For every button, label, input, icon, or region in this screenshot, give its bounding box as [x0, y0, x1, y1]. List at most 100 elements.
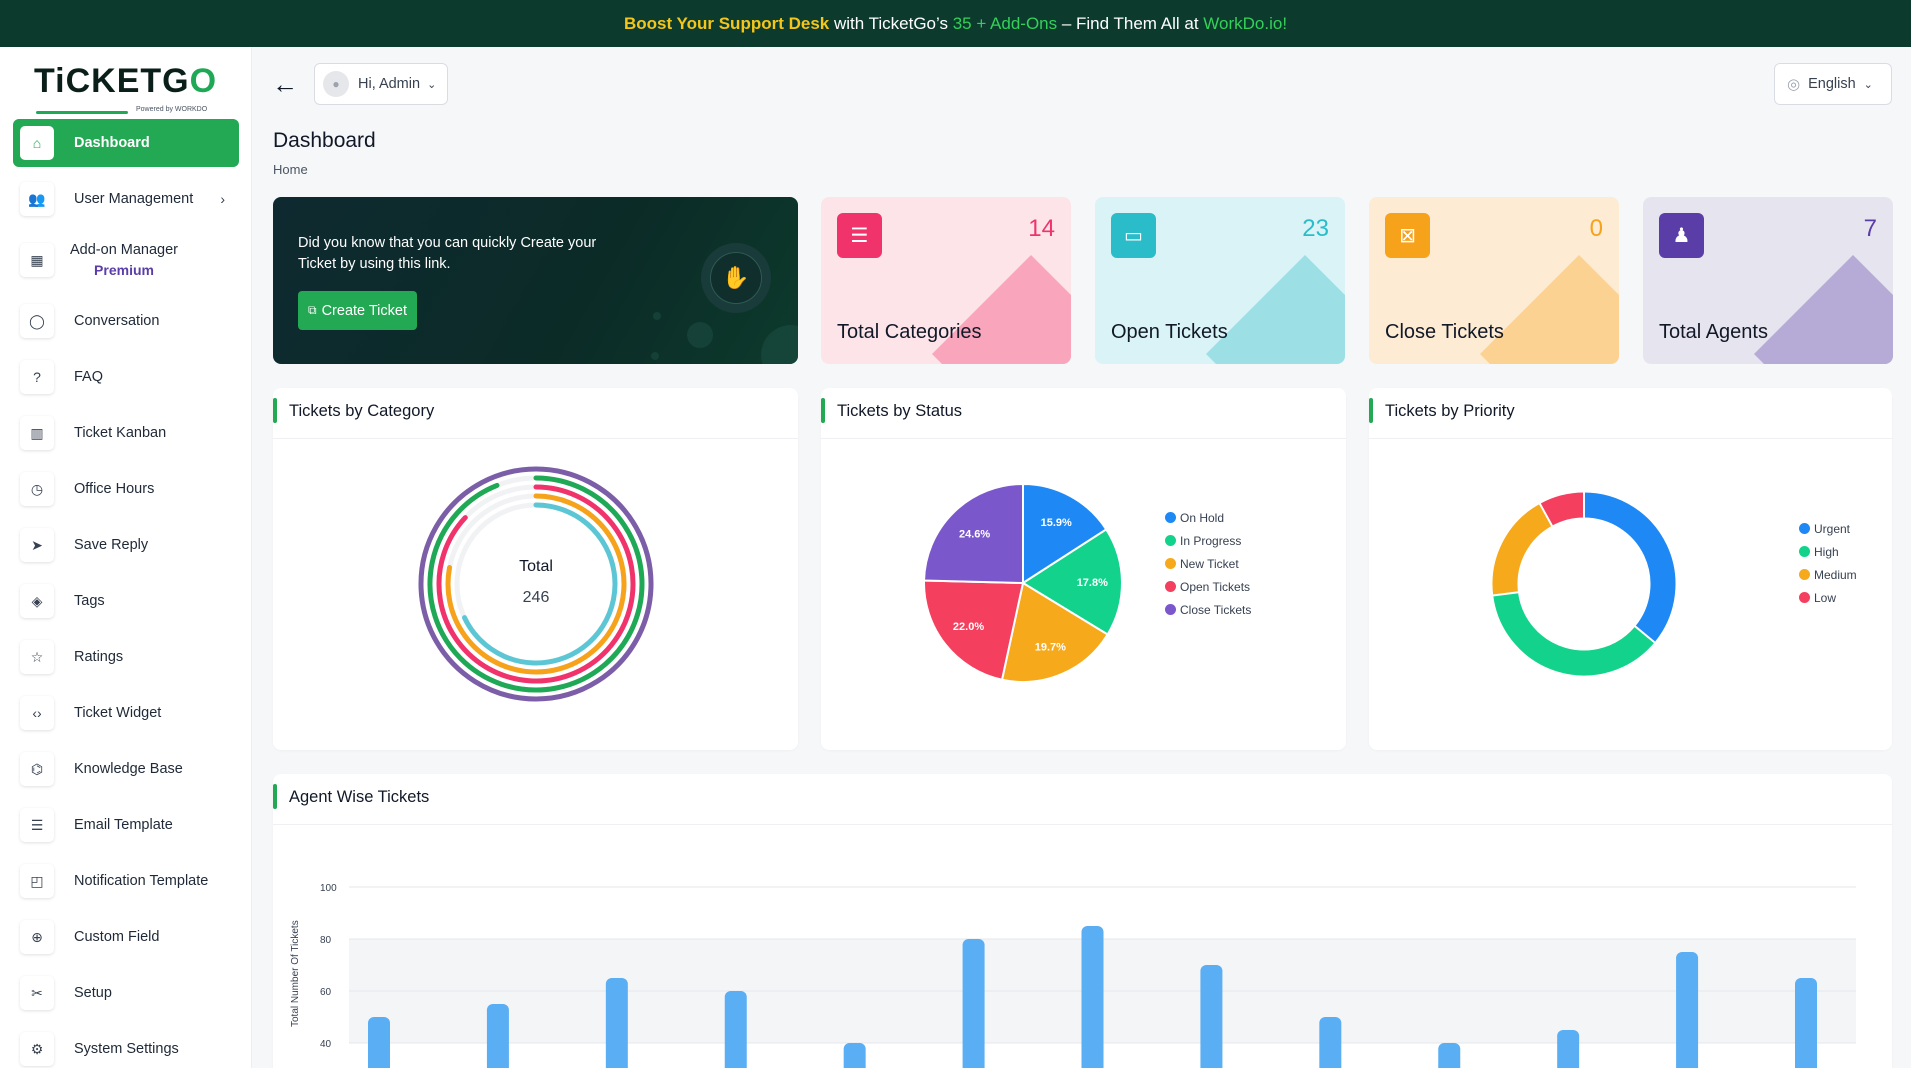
sidebar-item-ticket-widget[interactable]: ‹› Ticket Widget	[13, 689, 239, 737]
back-arrow-icon[interactable]: ←	[272, 69, 298, 99]
sidebar-item-tags[interactable]: ◈ Tags	[13, 577, 239, 625]
legend-swatch	[1799, 546, 1810, 557]
bar-ylabel: Total Number Of Tickets	[290, 920, 301, 1027]
sidebar-item-conversation[interactable]: ◯ Conversation	[13, 297, 239, 345]
create-ticket-button[interactable]: ⧉ Create Ticket	[298, 291, 417, 330]
legend-item[interactable]: Open Tickets	[1165, 575, 1251, 598]
stat-total-categories[interactable]: ☰ 14 Total Categories	[821, 197, 1071, 364]
promo-badge: ✋	[701, 243, 771, 313]
bar[interactable]	[486, 1004, 509, 1068]
user-menu-button[interactable]: ● Hi, Admin ⌄	[314, 63, 448, 105]
sidebar-item-custom-field[interactable]: ⊕ Custom Field	[13, 913, 239, 961]
legend-item[interactable]: Low	[1799, 586, 1857, 609]
legend-item[interactable]: In Progress	[1165, 529, 1251, 552]
bar[interactable]	[1081, 926, 1104, 1068]
send-icon: ➤	[20, 528, 54, 562]
bar[interactable]	[1200, 965, 1223, 1068]
status-legend: On Hold In Progress New Ticket Open Tick…	[1165, 506, 1251, 621]
bar[interactable]	[1319, 1017, 1342, 1068]
bar[interactable]	[843, 1043, 866, 1068]
donut-slice[interactable]	[1493, 591, 1655, 676]
legend-item[interactable]: New Ticket	[1165, 552, 1251, 575]
priority-donut-chart	[1491, 491, 1676, 676]
legend-swatch	[1799, 523, 1810, 534]
sidebar-item-label: FAQ	[74, 369, 104, 385]
radial-bar[interactable]	[436, 484, 636, 684]
card-header: Agent Wise Tickets	[273, 774, 1892, 825]
sidebar-item-save-reply[interactable]: ➤ Save Reply	[13, 521, 239, 569]
legend-item[interactable]: Urgent	[1799, 517, 1857, 540]
list-icon: ☰	[837, 213, 882, 258]
bar[interactable]	[1676, 952, 1699, 1068]
radial-bar[interactable]	[462, 502, 618, 666]
bar[interactable]	[1438, 1043, 1461, 1068]
radial-bar[interactable]	[418, 466, 654, 702]
bar[interactable]	[1557, 1030, 1580, 1068]
banner-link[interactable]: WorkDo.io!	[1203, 13, 1288, 33]
setup-icon: ✂	[20, 976, 54, 1010]
sidebar-item-label: Add-on Manager Premium	[70, 242, 179, 278]
sidebar-item-label: Ticket Kanban	[74, 425, 167, 441]
sidebar-item-faq[interactable]: ? FAQ	[13, 353, 239, 401]
sidebar-item-addon-manager[interactable]: ▦ Add-on Manager Premium	[13, 231, 239, 289]
stat-open-tickets[interactable]: ▭ 23 Open Tickets	[1095, 197, 1345, 364]
sidebar-item-label: Notification Template	[74, 873, 209, 889]
users-icon: 👥	[20, 182, 54, 216]
sidebar-item-email-template[interactable]: ☰ Email Template	[13, 801, 239, 849]
sidebar-item-setup[interactable]: ✂ Setup	[13, 969, 239, 1017]
stat-value: 7	[1863, 215, 1877, 242]
sidebar-item-dashboard[interactable]: ⌂ Dashboard	[13, 119, 239, 167]
sidebar-item-user-management[interactable]: 👥 User Management ›	[13, 175, 239, 223]
sidebar-item-knowledge-base[interactable]: ⌬ Knowledge Base	[13, 745, 239, 793]
legend-item[interactable]: Medium	[1799, 563, 1857, 586]
tag-icon: ◈	[20, 584, 54, 618]
language-label: English	[1808, 76, 1856, 92]
legend-item[interactable]: High	[1799, 540, 1857, 563]
status-pie-chart: 15.9% 17.8% 19.7% 22.0% 24.6%	[923, 482, 1123, 683]
globe-icon: ◎	[1787, 76, 1801, 93]
pie-slice[interactable]	[1000, 581, 1109, 683]
pie-slice[interactable]	[1021, 528, 1123, 636]
donut-slice[interactable]	[1539, 492, 1585, 526]
pie-slice[interactable]	[1022, 482, 1108, 585]
banner-text-2: – Find Them All at	[1057, 13, 1204, 33]
radial-bar[interactable]	[445, 493, 627, 675]
pie-slice[interactable]	[923, 579, 1025, 681]
bar[interactable]	[605, 978, 628, 1068]
card-agent-wise-tickets: Agent Wise Tickets Total Number Of Ticke…	[273, 774, 1892, 1068]
stat-value: 23	[1302, 215, 1329, 242]
sidebar-item-ticket-kanban[interactable]: ▥ Ticket Kanban	[13, 409, 239, 457]
bar[interactable]	[962, 939, 985, 1068]
radial-center-label: Total	[519, 558, 553, 575]
avatar: ●	[323, 71, 349, 97]
sidebar-item-office-hours[interactable]: ◷ Office Hours	[13, 465, 239, 513]
stat-close-tickets[interactable]: ⊠ 0 Close Tickets	[1369, 197, 1619, 364]
donut-separator	[1633, 624, 1657, 645]
donut-slice[interactable]	[1492, 503, 1553, 596]
stat-total-agents[interactable]: ♟ 7 Total Agents	[1643, 197, 1893, 364]
chevron-right-icon: ›	[220, 191, 225, 207]
legend-item[interactable]: Close Tickets	[1165, 598, 1251, 621]
bar[interactable]	[368, 1017, 390, 1068]
bar[interactable]	[724, 991, 747, 1068]
breadcrumb[interactable]: Home	[273, 162, 308, 177]
legend-swatch	[1799, 592, 1810, 603]
bar[interactable]	[1795, 978, 1817, 1068]
donut-slice[interactable]	[1583, 492, 1676, 643]
sidebar-item-notification-template[interactable]: ◰ Notification Template	[13, 857, 239, 905]
logo[interactable]: TiCKETGO Powered by WORKDO	[34, 61, 220, 114]
sidebar-item-system-settings[interactable]: ⚙ System Settings	[13, 1025, 239, 1068]
logo-wordmark: TiCKETGO	[34, 62, 218, 100]
promo-banner[interactable]: Boost Your Support Desk with TicketGo’s …	[0, 0, 1911, 47]
legend-item[interactable]: On Hold	[1165, 506, 1251, 529]
agent-bar-chart: Total Number Of Tickets 100 80 60 40	[290, 883, 1856, 1068]
language-select[interactable]: ◎ English ⌄	[1774, 63, 1892, 105]
sidebar-item-label: System Settings	[74, 1041, 179, 1057]
home-icon: ⌂	[20, 126, 54, 160]
agent-icon: ♟	[1659, 213, 1704, 258]
pie-slice[interactable]	[923, 482, 1024, 585]
y-tick-label: 100	[320, 883, 337, 894]
sidebar-item-ratings[interactable]: ☆ Ratings	[13, 633, 239, 681]
gear-icon: ⚙	[20, 1032, 54, 1066]
radial-bar[interactable]	[427, 475, 645, 693]
